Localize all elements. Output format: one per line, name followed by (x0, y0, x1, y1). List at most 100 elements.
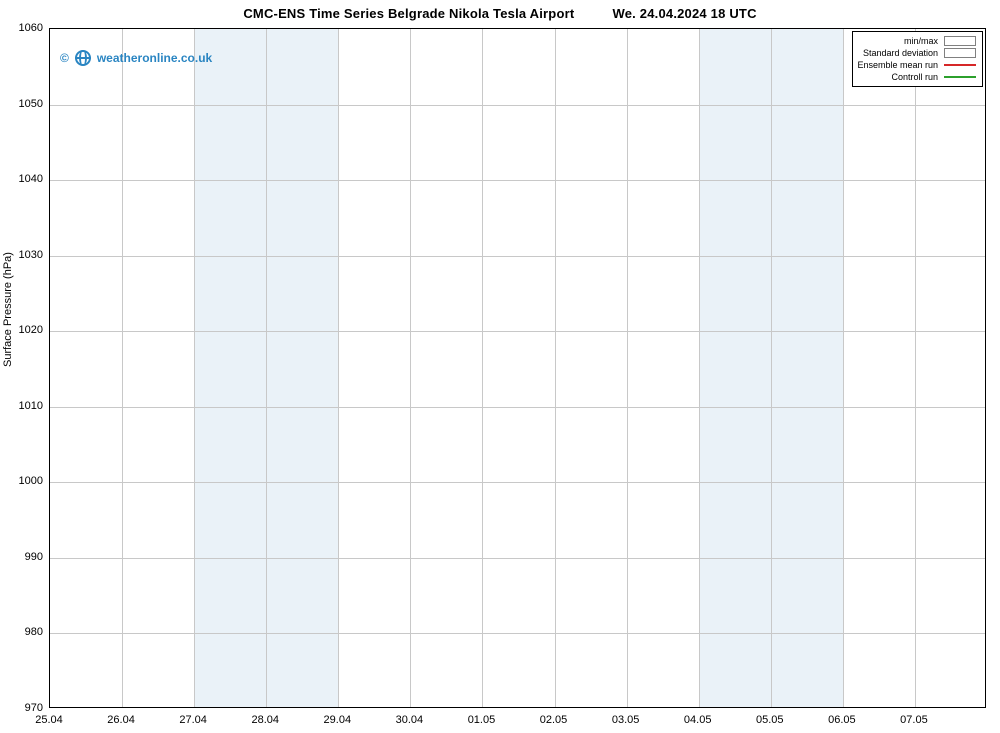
legend-label: min/max (904, 35, 938, 47)
x-tick-mark (897, 707, 898, 708)
x-tick-mark (374, 707, 375, 708)
grid-line-v (843, 29, 844, 707)
x-tick-mark (500, 707, 501, 708)
x-tick-mark (410, 707, 411, 708)
y-tick-mark (49, 407, 50, 408)
globe-icon (75, 50, 91, 66)
x-tick-mark (627, 707, 628, 708)
x-tick-label: 26.04 (107, 714, 135, 726)
grid-line-v (699, 29, 700, 707)
x-tick-mark (861, 707, 862, 708)
x-tick-label: 25.04 (35, 714, 63, 726)
x-tick-mark (482, 707, 483, 708)
copyright-symbol: © (60, 51, 69, 65)
x-tick-mark (663, 707, 664, 708)
x-tick-mark (284, 707, 285, 708)
x-tick-mark (573, 707, 574, 708)
y-tick-label: 980 (25, 626, 43, 638)
y-tick-label: 970 (25, 702, 43, 714)
x-tick-mark (50, 707, 51, 708)
x-tick-label: 05.05 (756, 714, 784, 726)
x-tick-mark (104, 707, 105, 708)
legend-swatch (944, 36, 976, 46)
grid-line-v (266, 29, 267, 707)
x-tick-mark (951, 707, 952, 708)
x-tick-mark (122, 707, 123, 708)
grid-line-v (122, 29, 123, 707)
x-tick-mark (230, 707, 231, 708)
x-tick-mark (735, 707, 736, 708)
legend-swatch (944, 72, 976, 82)
grid-line-h (50, 180, 985, 181)
y-tick-label: 990 (25, 551, 43, 563)
x-tick-mark (879, 707, 880, 708)
y-tick-mark (49, 256, 50, 257)
x-tick-mark (843, 707, 844, 708)
legend-label: Ensemble mean run (857, 59, 938, 71)
x-tick-mark (789, 707, 790, 708)
y-tick-label: 1020 (19, 324, 43, 336)
x-tick-mark (681, 707, 682, 708)
y-tick-label: 1030 (19, 249, 43, 261)
legend: min/maxStandard deviationEnsemble mean r… (852, 31, 983, 87)
y-tick-mark (49, 558, 50, 559)
plot-area: min/maxStandard deviationEnsemble mean r… (49, 28, 986, 708)
x-tick-label: 30.04 (396, 714, 424, 726)
chart-container: CMC-ENS Time Series Belgrade Nikola Tesl… (0, 0, 1000, 733)
x-tick-mark (464, 707, 465, 708)
grid-line-v (482, 29, 483, 707)
grid-line-v (915, 29, 916, 707)
x-tick-mark (248, 707, 249, 708)
x-tick-label: 28.04 (251, 714, 279, 726)
x-tick-mark (771, 707, 772, 708)
y-tick-mark (49, 331, 50, 332)
x-tick-mark (969, 707, 970, 708)
grid-line-h (50, 633, 985, 634)
legend-row: Standard deviation (857, 47, 976, 59)
y-tick-label: 1050 (19, 98, 43, 110)
x-tick-mark (717, 707, 718, 708)
x-tick-mark (320, 707, 321, 708)
grid-line-h (50, 482, 985, 483)
chart-title: CMC-ENS Time Series Belgrade Nikola Tesl… (0, 6, 1000, 21)
grid-line-v (194, 29, 195, 707)
x-tick-label: 02.05 (540, 714, 568, 726)
x-tick-mark (194, 707, 195, 708)
grid-line-h (50, 407, 985, 408)
x-tick-mark (609, 707, 610, 708)
y-tick-label: 1000 (19, 475, 43, 487)
x-tick-label: 01.05 (468, 714, 496, 726)
x-tick-label: 07.05 (900, 714, 928, 726)
y-tick-mark (49, 482, 50, 483)
chart-title-left: CMC-ENS Time Series Belgrade Nikola Tesl… (243, 6, 574, 21)
grid-line-h (50, 558, 985, 559)
x-tick-mark (753, 707, 754, 708)
x-tick-mark (555, 707, 556, 708)
legend-row: min/max (857, 35, 976, 47)
y-tick-mark (49, 633, 50, 634)
watermark-text: weatheronline.co.uk (97, 51, 212, 65)
legend-row: Ensemble mean run (857, 59, 976, 71)
x-tick-mark (140, 707, 141, 708)
x-tick-mark (158, 707, 159, 708)
x-tick-mark (645, 707, 646, 708)
y-tick-mark (49, 29, 50, 30)
x-tick-mark (825, 707, 826, 708)
x-tick-mark (302, 707, 303, 708)
x-tick-mark (807, 707, 808, 708)
x-tick-mark (428, 707, 429, 708)
grid-line-h (50, 105, 985, 106)
x-tick-mark (933, 707, 934, 708)
x-tick-mark (176, 707, 177, 708)
x-tick-mark (212, 707, 213, 708)
y-tick-label: 1010 (19, 400, 43, 412)
x-tick-mark (68, 707, 69, 708)
x-tick-mark (519, 707, 520, 708)
chart-title-right: We. 24.04.2024 18 UTC (613, 6, 757, 21)
grid-line-v (338, 29, 339, 707)
x-tick-mark (356, 707, 357, 708)
legend-swatch (944, 60, 976, 70)
grid-line-v (627, 29, 628, 707)
grid-line-h (50, 331, 985, 332)
x-tick-mark (537, 707, 538, 708)
